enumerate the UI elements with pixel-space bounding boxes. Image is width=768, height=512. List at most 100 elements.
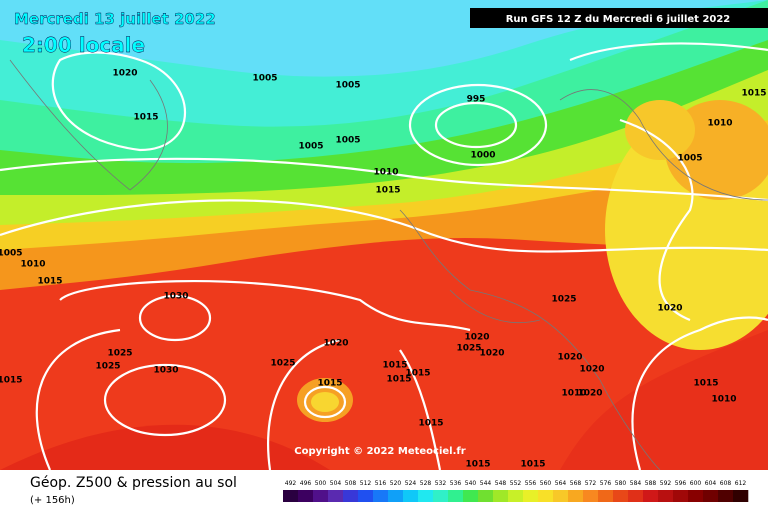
scale-swatch <box>523 490 539 502</box>
isobar-label: 1010 <box>20 260 45 270</box>
isobar-label: 1025 <box>456 344 481 354</box>
scale-label: 588 <box>645 480 657 487</box>
isobars <box>0 42 768 471</box>
scale-swatch <box>478 490 494 502</box>
scale-label: 592 <box>660 480 672 487</box>
scale-swatch <box>673 490 689 502</box>
isobar-label: 1015 <box>0 376 23 386</box>
field <box>625 100 695 160</box>
scale-swatch <box>553 490 569 502</box>
scale-swatch <box>718 490 734 502</box>
isobar-label: 1010 <box>707 119 732 129</box>
scale-label: 584 <box>630 480 642 487</box>
isobar-label: 1020 <box>577 389 602 399</box>
isobar-label: 1020 <box>479 349 504 359</box>
isobar-label: 1005 <box>0 249 23 259</box>
scale-swatch <box>313 490 329 502</box>
scale-swatch <box>463 490 479 502</box>
local-time: 2:00 locale <box>22 33 145 57</box>
scale-label: 596 <box>675 480 687 487</box>
scale-swatch <box>598 490 614 502</box>
isobar-label: 1005 <box>677 154 702 164</box>
date: Mercredi 13 juillet 2022 <box>14 10 216 28</box>
scale-swatch <box>358 490 374 502</box>
scale-swatch <box>433 490 449 502</box>
scale-swatch <box>643 490 659 502</box>
scale-label: 496 <box>300 480 312 487</box>
isobar-label: 1005 <box>335 136 360 146</box>
isobar-label: 1005 <box>335 81 360 91</box>
field <box>0 424 330 470</box>
run-box <box>470 8 768 28</box>
scale-label: 508 <box>345 480 357 487</box>
isobar-label: 1010 <box>373 168 398 178</box>
scale-label: 532 <box>435 480 447 487</box>
colorbar: 492 496 500 504 508 512 516 520 524 528 532 536 540 5… <box>283 480 749 502</box>
isobar-label: 1025 <box>270 359 295 369</box>
scale-swatch <box>613 490 629 502</box>
isobar-label: 1015 <box>741 89 766 99</box>
isobar-label: 1015 <box>317 379 342 389</box>
scale-swatch <box>403 490 419 502</box>
scale-label: 504 <box>330 480 342 487</box>
scale-label: 608 <box>720 480 732 487</box>
scale-label: 552 <box>510 480 522 487</box>
scale-label: 600 <box>690 480 702 487</box>
scale-label: 500 <box>315 480 327 487</box>
scale-label: 536 <box>450 480 462 487</box>
scale-swatch <box>508 490 524 502</box>
scale-label: 560 <box>540 480 552 487</box>
isobar-label: 1015 <box>693 379 718 389</box>
scale-label: 528 <box>420 480 432 487</box>
isobar-label: 1015 <box>133 113 158 123</box>
isobar-label: 1025 <box>95 362 120 372</box>
scale-label: 516 <box>375 480 387 487</box>
scale-label: 524 <box>405 480 417 487</box>
isobar-label: 1015 <box>375 186 400 196</box>
scale-swatch <box>568 490 584 502</box>
isobar-label: 1020 <box>579 365 604 375</box>
isobar-label: 1005 <box>298 142 323 152</box>
scale-label: 604 <box>705 480 717 487</box>
scale-swatch <box>733 490 749 502</box>
isobar-label: 1020 <box>464 333 489 343</box>
scale-label: 580 <box>615 480 627 487</box>
scale-swatch <box>703 490 719 502</box>
scale-swatch <box>628 490 644 502</box>
scale-swatch <box>328 490 344 502</box>
scale-swatch <box>373 490 389 502</box>
scale-swatch <box>658 490 674 502</box>
isobar-label: 1005 <box>252 74 277 84</box>
isobar-label: 1030 <box>153 366 178 376</box>
scale-swatch <box>688 490 704 502</box>
scale-label: 564 <box>555 480 567 487</box>
copyright: Copyright © 2022 Meteociel.fr <box>294 446 465 457</box>
scale-swatch <box>583 490 599 502</box>
isobar-label: 1010 <box>711 395 736 405</box>
scale-label: 576 <box>600 480 612 487</box>
scale-label: 568 <box>570 480 582 487</box>
isobar-label: 1015 <box>405 369 430 379</box>
isobar-label: 1020 <box>557 353 582 363</box>
isobar-label: 1015 <box>386 375 411 385</box>
scale-label: 612 <box>735 480 747 487</box>
isobar-label: 1000 <box>470 151 495 161</box>
isobar-labels: 1020 100510059951015100510051000101010151… <box>0 69 767 470</box>
isobar-label: 1020 <box>657 304 682 314</box>
scale-label: 572 <box>585 480 597 487</box>
isobar-label: 1020 <box>112 69 137 79</box>
isobar-label: 1030 <box>163 292 188 302</box>
scale-label: 556 <box>525 480 537 487</box>
scale-label: 512 <box>360 480 372 487</box>
isobar-label: 1010 <box>561 389 586 399</box>
isobar-label: 1015 <box>465 460 490 470</box>
scale-label: 548 <box>495 480 507 487</box>
lead-time: (+ 156h) <box>30 495 75 506</box>
scale-label: 492 <box>285 480 297 487</box>
field <box>560 330 768 470</box>
field <box>311 392 339 412</box>
scale-label: 520 <box>390 480 402 487</box>
scale-swatch <box>418 490 434 502</box>
